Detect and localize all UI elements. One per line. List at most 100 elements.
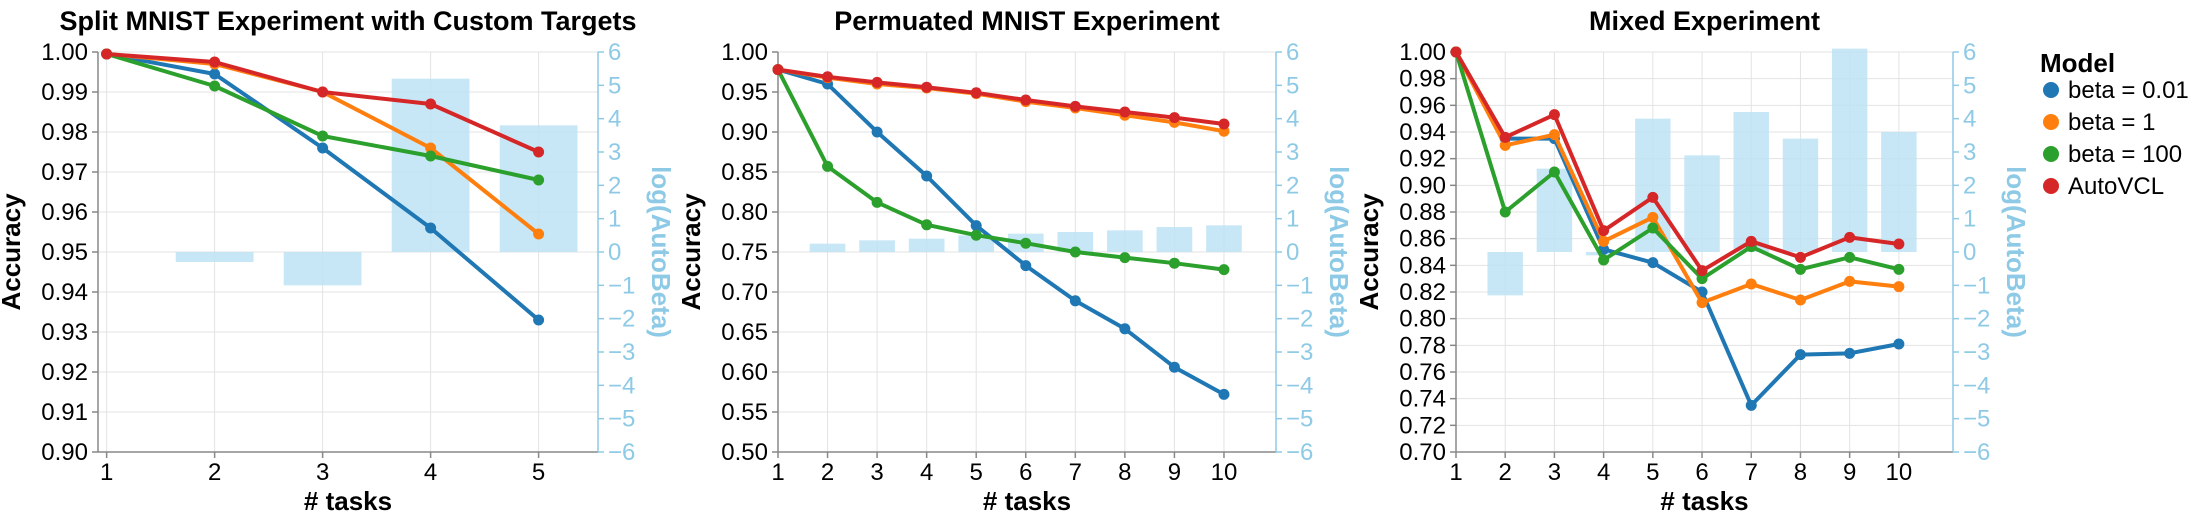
y2-tick-label: −4 <box>608 372 635 399</box>
data-point <box>1218 388 1230 400</box>
chart-panel-3: 0.700.720.740.760.780.800.820.840.860.88… <box>1354 6 2031 516</box>
data-point <box>533 228 545 240</box>
y2-tick-label: −2 <box>608 306 635 333</box>
series-line <box>777 67 1225 126</box>
y-tick-label: 0.96 <box>1399 92 1446 119</box>
series-beta-100 <box>1450 46 1905 285</box>
y-tick-label: 0.94 <box>41 279 88 306</box>
data-point <box>533 146 545 158</box>
data-point <box>1119 106 1131 118</box>
y-tick-label: 0.60 <box>721 359 768 386</box>
x-tick-label: 6 <box>1695 459 1708 486</box>
x-tick-label: 1 <box>1449 459 1462 486</box>
y2-tick-label: −4 <box>1963 372 1990 399</box>
data-point <box>1218 264 1230 276</box>
x-tick-label: 5 <box>532 459 545 486</box>
data-point <box>1499 131 1511 143</box>
x-tick-label: 6 <box>1019 459 1032 486</box>
y2-tick-label: 6 <box>1286 39 1299 66</box>
legend-item: beta = 0.01 <box>2043 77 2189 104</box>
y2-tick-label: −3 <box>1286 339 1313 366</box>
x-tick-label: 4 <box>424 459 437 486</box>
y-tick-label: 0.76 <box>1399 359 1446 386</box>
y2-tick-label: 0 <box>1286 239 1299 266</box>
chart-title: Split MNIST Experiment with Custom Targe… <box>59 6 636 36</box>
y-tick-label: 0.99 <box>41 79 88 106</box>
data-point <box>1020 94 1032 106</box>
y2-tick-label: −6 <box>608 439 635 466</box>
y-tick-label: 0.86 <box>1399 226 1446 253</box>
data-point <box>1647 257 1659 269</box>
autobeta-bar <box>1782 138 1819 252</box>
data-point <box>1647 191 1659 203</box>
data-point <box>1794 263 1806 275</box>
y2-tick-label: −3 <box>608 339 635 366</box>
data-point <box>1598 254 1610 266</box>
data-point <box>1745 278 1757 290</box>
data-point <box>1168 361 1180 373</box>
data-point <box>1844 251 1856 263</box>
series-autovcl <box>101 48 545 158</box>
data-point <box>1020 237 1032 249</box>
y2-tick-label: −2 <box>1963 306 1990 333</box>
data-point <box>921 170 933 182</box>
series-autovcl <box>1450 46 1905 277</box>
y2-tick-label: −5 <box>1963 406 1990 433</box>
data-point <box>772 64 784 76</box>
y2-tick-label: 5 <box>608 72 621 99</box>
data-point <box>871 126 883 138</box>
autobeta-bar <box>1831 48 1868 252</box>
y2-tick-label: −2 <box>1286 306 1313 333</box>
data-point <box>921 81 933 93</box>
data-point <box>533 314 545 326</box>
x-tick-label: 1 <box>771 459 784 486</box>
data-point <box>1844 347 1856 359</box>
y2-tick-label: 1 <box>608 206 621 233</box>
y2-tick-label: 6 <box>608 39 621 66</box>
data-point <box>1893 263 1905 275</box>
legend-item: AutoVCL <box>2043 173 2164 200</box>
data-point <box>970 220 982 232</box>
data-point <box>1119 252 1131 264</box>
y-tick-label: 0.95 <box>41 239 88 266</box>
data-point <box>1794 294 1806 306</box>
data-point <box>1548 109 1560 121</box>
data-point <box>1168 112 1180 124</box>
x-tick-label: 8 <box>1118 459 1131 486</box>
y-axis-label: Accuracy <box>1354 193 1384 311</box>
y-tick-label: 0.94 <box>1399 119 1446 146</box>
autobeta-bar <box>859 240 895 252</box>
data-point <box>1844 275 1856 287</box>
y2-tick-label: 4 <box>1286 106 1299 133</box>
y2-tick-label: −5 <box>1286 406 1313 433</box>
chart-panel-1: 0.90 0.91 0.92 0.93 0.94 0.95 0.96 0.97 0.98 0.99… <box>0 6 676 516</box>
data-point <box>1168 257 1180 269</box>
data-point <box>1647 222 1659 234</box>
x-tick-label: 1 <box>100 459 113 486</box>
chart-title: Permuated MNIST Experiment <box>834 6 1220 36</box>
data-point <box>1499 139 1511 151</box>
series-line <box>777 67 1225 397</box>
y-tick-label: 0.92 <box>1399 146 1446 173</box>
legend-marker <box>2043 114 2059 130</box>
autobeta-bars <box>1487 48 1917 296</box>
autobeta-bar <box>1684 155 1720 252</box>
series-beta-1 <box>772 64 1230 137</box>
y-tick-label: 0.75 <box>721 239 768 266</box>
x-tick-label: 2 <box>208 459 221 486</box>
y-tick-label: 0.90 <box>1399 172 1446 199</box>
y-tick-label: 0.74 <box>1399 386 1446 413</box>
x-tick-label: 9 <box>1168 459 1181 486</box>
y-tick-label: 0.90 <box>41 439 88 466</box>
y-tick-label: 0.72 <box>1399 412 1446 439</box>
legend-label: beta = 1 <box>2068 109 2155 136</box>
autobeta-bar <box>809 243 846 252</box>
data-point <box>1794 251 1806 263</box>
autobeta-bar <box>908 238 945 252</box>
x-tick-label: 10 <box>1211 459 1238 486</box>
y-tick-label: 0.97 <box>41 159 88 186</box>
data-point <box>822 160 834 172</box>
series-line <box>1454 51 1900 305</box>
